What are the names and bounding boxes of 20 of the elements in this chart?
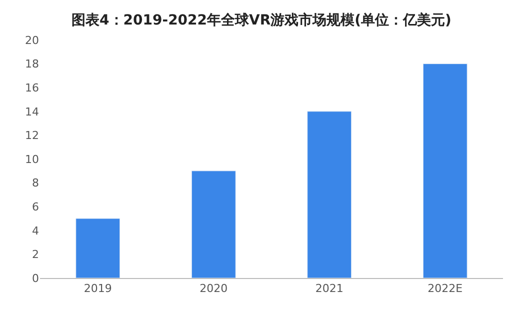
bar — [307, 111, 352, 278]
x-tick-label: 2020 — [200, 282, 228, 296]
y-tick-label: 16 — [25, 81, 39, 94]
y-tick-label: 2 — [32, 248, 39, 262]
y-tick-label: 4 — [32, 224, 39, 238]
y-tick-label: 6 — [32, 200, 39, 214]
x-tick-label: 2021 — [315, 282, 344, 296]
y-tick-label: 18 — [25, 58, 39, 71]
x-tick-label: 2022E — [428, 282, 463, 296]
y-tick-label: 20 — [25, 34, 39, 47]
x-tick-label: 2019 — [84, 282, 112, 296]
y-tick-label: 0 — [32, 272, 39, 285]
y-tick-label: 14 — [25, 105, 39, 118]
bar — [422, 64, 468, 278]
bar — [191, 170, 236, 278]
bar — [76, 218, 120, 278]
y-tick-label: 8 — [32, 176, 39, 190]
chart-title: 图表4：2019-2022年全球VR游戏市场规模(单位：亿美元) — [72, 11, 452, 28]
y-tick-label: 10 — [25, 152, 39, 166]
y-tick-label: 12 — [25, 129, 39, 142]
